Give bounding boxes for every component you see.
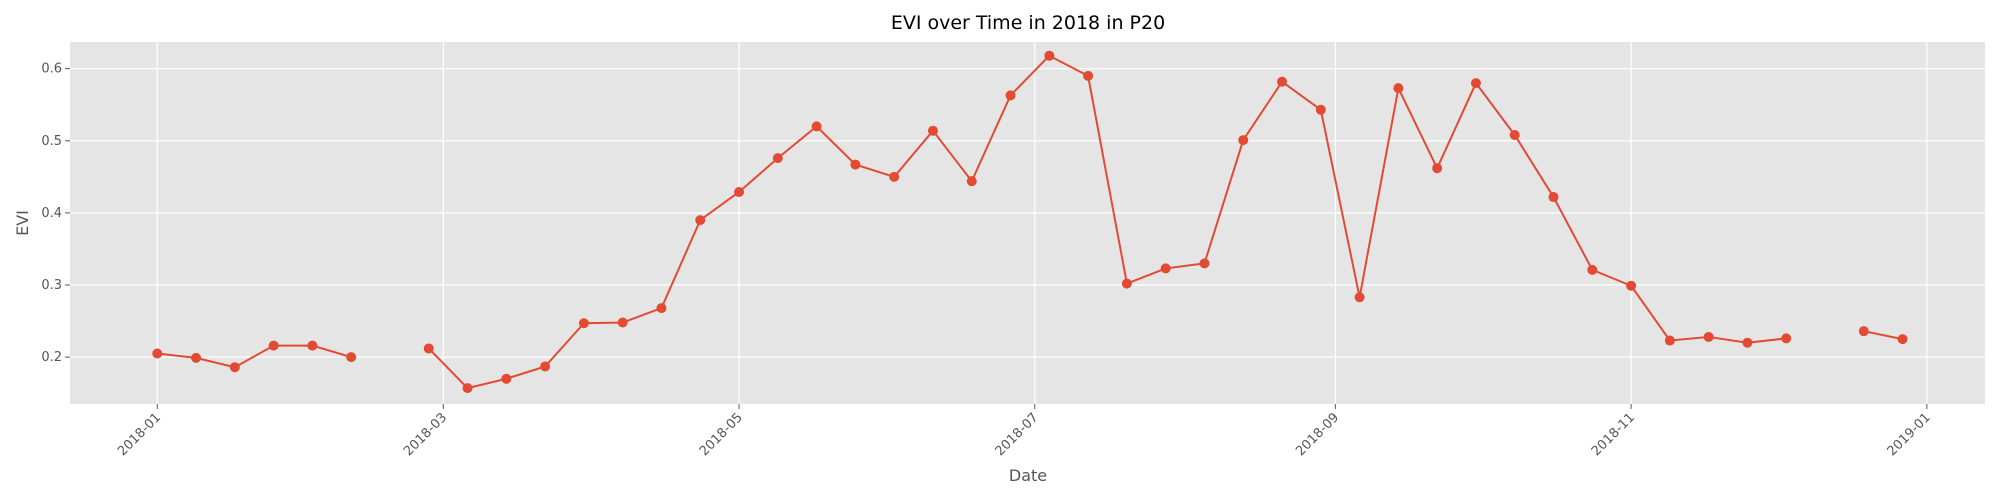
data-point bbox=[1277, 76, 1288, 87]
grid-lines bbox=[70, 42, 1985, 404]
x-tick-label: 2019-01 bbox=[1885, 410, 1934, 459]
x-axis-label: Date bbox=[1009, 466, 1047, 485]
y-tick-label: 0.2 bbox=[41, 350, 62, 365]
y-tick-label: 0.4 bbox=[41, 206, 62, 221]
y-axis-label: EVI bbox=[13, 210, 32, 236]
data-point bbox=[1083, 70, 1094, 81]
series-line-segment bbox=[1863, 330, 1903, 341]
data-point bbox=[772, 153, 783, 164]
data-point bbox=[1858, 326, 1869, 337]
data-point bbox=[811, 121, 822, 132]
x-tick-label: 2018-11 bbox=[1589, 410, 1638, 459]
series-line-segment bbox=[157, 344, 352, 369]
series-line-segment bbox=[428, 54, 1787, 390]
data-point bbox=[1354, 292, 1365, 303]
x-tick-label: 2018-01 bbox=[115, 410, 164, 459]
x-tick-label: 2018-07 bbox=[993, 410, 1042, 459]
data-point bbox=[1509, 130, 1520, 141]
data-point bbox=[1315, 104, 1326, 115]
data-point bbox=[229, 362, 240, 373]
x-tick-label: 2018-09 bbox=[1293, 410, 1342, 459]
data-point bbox=[1044, 50, 1055, 61]
data-point bbox=[423, 343, 434, 354]
chart-title: EVI over Time in 2018 in P20 bbox=[891, 12, 1165, 34]
data-point bbox=[1587, 264, 1598, 275]
data-point bbox=[191, 352, 202, 363]
y-tick-label: 0.3 bbox=[41, 278, 62, 293]
data-point bbox=[307, 340, 318, 351]
data-point bbox=[734, 186, 745, 197]
data-point bbox=[1897, 334, 1908, 345]
data-point bbox=[966, 176, 977, 187]
data-point bbox=[578, 318, 589, 329]
data-point bbox=[346, 352, 357, 363]
data-point bbox=[850, 159, 861, 170]
data-point bbox=[152, 348, 163, 359]
data-point bbox=[656, 303, 667, 314]
y-tick-label: 0.5 bbox=[41, 134, 62, 149]
data-point bbox=[1121, 278, 1132, 289]
data-point bbox=[268, 340, 279, 351]
data-point bbox=[889, 171, 900, 182]
x-tick-label: 2018-05 bbox=[697, 410, 746, 459]
data-point bbox=[1781, 333, 1792, 344]
data-point bbox=[1664, 335, 1675, 346]
data-point bbox=[1432, 163, 1443, 174]
series-points bbox=[152, 50, 1908, 394]
data-point bbox=[1238, 135, 1249, 146]
data-point bbox=[927, 125, 938, 136]
series-lines bbox=[157, 54, 1903, 390]
data-point bbox=[695, 215, 706, 226]
data-point bbox=[501, 373, 512, 384]
x-tick-label: 2018-03 bbox=[401, 410, 450, 459]
y-axis-ticks: 0.2 0.3 0.4 0.5 0.6 bbox=[41, 62, 70, 365]
data-point bbox=[1160, 263, 1171, 274]
plot-area bbox=[70, 42, 1985, 404]
data-point bbox=[1393, 83, 1404, 94]
data-point bbox=[617, 317, 628, 328]
data-point bbox=[540, 361, 551, 372]
data-point bbox=[1626, 280, 1637, 291]
x-axis-ticks: 2018-01 2018-03 2018-05 2018-07 2018-09 2018-… bbox=[115, 404, 1934, 459]
data-point bbox=[462, 383, 473, 394]
data-point bbox=[1199, 258, 1210, 269]
data-point bbox=[1742, 337, 1753, 348]
y-tick-label: 0.6 bbox=[41, 62, 62, 77]
data-point bbox=[1703, 331, 1714, 342]
data-point bbox=[1548, 192, 1559, 203]
data-point bbox=[1005, 90, 1016, 101]
data-point bbox=[1470, 78, 1481, 89]
